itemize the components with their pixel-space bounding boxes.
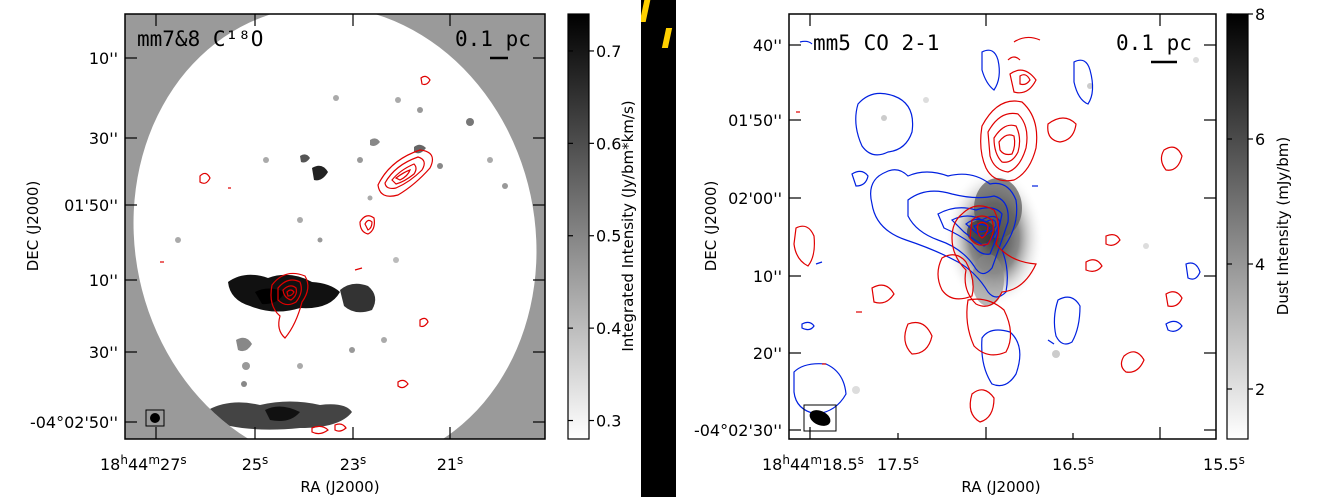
beam-ellipse: [809, 410, 831, 426]
left-axis-ticks: [125, 14, 545, 439]
panel-label: mm7&8 C¹⁸O: [137, 27, 263, 51]
colorbar: [567, 13, 590, 440]
colorbar: [1226, 13, 1249, 440]
co-red-contours: [793, 36, 1183, 423]
frame-dash: [661, 28, 673, 48]
co-map-svg: mm5 CO 2-1 0.1 pc 40'' 01'50'' 02'00'' 10''…: [694, 5, 1292, 496]
right-axis-ticks: [789, 14, 1216, 439]
x-axis-label: RA (J2000): [300, 478, 379, 496]
dust-emission: [852, 57, 1199, 394]
colorbar-label: Dust Intensity (mJy/bm): [1274, 137, 1292, 315]
y-tick-label: 10'': [89, 49, 118, 68]
y-tick-labels: 10'' 30'' 01'50'' 10'' 30'' -04°02'50'': [30, 49, 118, 432]
x-axis-label: RA (J2000): [961, 478, 1040, 496]
x-tick-label: 15.5s: [1203, 453, 1245, 474]
colorbar-tick-label: 0.3: [596, 412, 621, 431]
beam-box: [145, 409, 165, 427]
y-tick-label: 10'': [89, 271, 118, 290]
colorbar-tick-label: 0.7: [596, 42, 621, 61]
colorbar-tick-label: 2: [1255, 380, 1265, 399]
beam-box: [803, 404, 837, 432]
y-tick-label: 01'50'': [728, 111, 782, 130]
c18o-red-contours: [160, 75, 433, 435]
x-tick-label: 17.5s: [877, 453, 919, 474]
x-tick-labels: 18h44m18.5s 17.5s 16.5s 15.5s: [762, 453, 1245, 474]
frame-dash: [639, 0, 651, 22]
x-tick-label: 23s: [340, 453, 367, 474]
colorbar-tick-label: 0.6: [596, 134, 621, 153]
x-tick-label: 16.5s: [1052, 453, 1094, 474]
scale-label: 0.1 pc: [455, 27, 531, 51]
y-tick-label: -04°02'50'': [30, 413, 118, 432]
panel-label: mm5 CO 2-1: [813, 31, 939, 55]
y-tick-label: 30'': [89, 343, 118, 362]
x-tick-label: 18h44m27s: [100, 453, 187, 474]
y-tick-label: 02'00'': [728, 189, 782, 208]
c18o-map-svg: mm7&8 C¹⁸O 0.1 pc 10'' 30'' 01'50'' 10'' 30'…: [24, 13, 637, 496]
colorbar-tick-label: 6: [1255, 130, 1265, 149]
y-tick-label: 30'': [89, 129, 118, 148]
chart-panel-co: mm5 CO 2-1 0.1 pc 40'' 01'50'' 02'00'' 10''…: [676, 0, 1320, 497]
beam-ellipse: [150, 413, 160, 423]
colorbar-ticks: 0.7 0.6 0.5 0.4 0.3: [568, 42, 621, 431]
chart-panel-c18o: mm7&8 C¹⁸O 0.1 pc 10'' 30'' 01'50'' 10'' 30'…: [0, 0, 641, 497]
y-tick-label: 20'': [753, 344, 782, 363]
colorbar-label: Integrated Intensity (Jy/bm*km/s): [619, 100, 637, 351]
x-tick-labels: 18h44m27s 25s 23s 21s: [100, 453, 463, 474]
y-axis-label: DEC (J2000): [702, 181, 720, 272]
y-tick-label: 40'': [753, 36, 782, 55]
colorbar-ticks: 8 6 4 2: [1227, 5, 1265, 399]
y-tick-label: 01'50'': [64, 196, 118, 215]
y-tick-label: 10'': [753, 267, 782, 286]
observed-field: [133, 14, 537, 439]
colorbar-tick-label: 4: [1255, 255, 1265, 274]
x-tick-label: 25s: [242, 453, 269, 474]
y-axis-label: DEC (J2000): [24, 181, 42, 272]
colorbar-tick-label: 0.5: [596, 227, 621, 246]
x-tick-label: 21s: [437, 453, 464, 474]
colorbar-tick-label: 8: [1255, 5, 1265, 24]
y-tick-label: -04°02'30'': [694, 421, 782, 440]
x-tick-label: 18h44m18.5s: [762, 453, 864, 474]
colorbar-tick-label: 0.4: [596, 319, 621, 338]
scale-label: 0.1 pc: [1116, 31, 1192, 55]
y-tick-labels: 40'' 01'50'' 02'00'' 10'' 20'' -04°02'30'': [694, 36, 782, 440]
